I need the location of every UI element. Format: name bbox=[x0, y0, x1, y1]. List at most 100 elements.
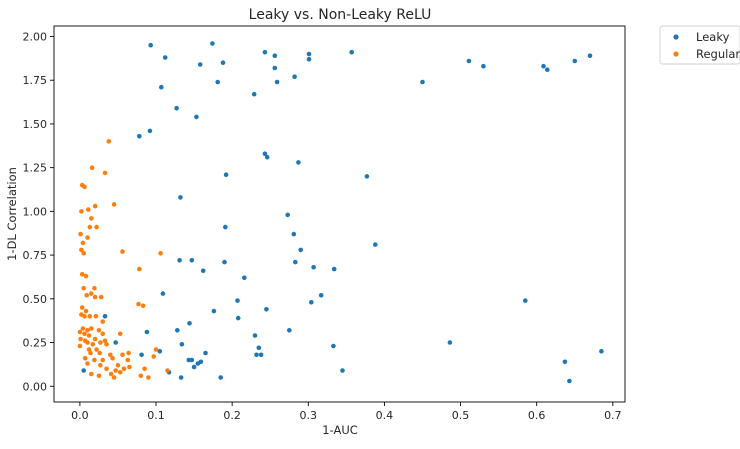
regular-point bbox=[82, 184, 87, 190]
x-tick-label: 0.6 bbox=[528, 409, 546, 422]
leaky-point bbox=[274, 79, 280, 85]
x-tick-label: 0.7 bbox=[604, 409, 622, 422]
leaky-point bbox=[331, 266, 337, 272]
regular-point bbox=[96, 328, 102, 333]
regular-point bbox=[86, 207, 91, 212]
leaky-point bbox=[137, 133, 142, 139]
leaky-point bbox=[179, 342, 185, 347]
regular-point bbox=[117, 331, 123, 337]
leaky-point bbox=[562, 359, 568, 365]
leaky-point bbox=[251, 91, 257, 97]
leaky-point bbox=[187, 321, 192, 326]
leaky-point bbox=[287, 328, 292, 333]
y-tick-label: 1.75 bbox=[23, 74, 48, 87]
leaky-point bbox=[189, 357, 195, 363]
legend-marker-regular bbox=[673, 51, 679, 57]
x-tick-label: 0.3 bbox=[300, 409, 318, 422]
legend-box bbox=[659, 25, 740, 65]
leaky-point bbox=[144, 329, 150, 335]
leaky-point bbox=[481, 63, 486, 69]
leaky-point bbox=[242, 275, 247, 281]
regular-point bbox=[104, 342, 109, 347]
leaky-point bbox=[258, 352, 264, 358]
y-tick-label: 2.00 bbox=[23, 30, 48, 43]
leaky-point bbox=[447, 340, 453, 345]
leaky-point bbox=[311, 265, 316, 270]
leaky-point bbox=[222, 259, 227, 265]
y-axis-label: 1-DL Correlation bbox=[5, 167, 19, 261]
leaky-point bbox=[373, 242, 378, 247]
leaky-point bbox=[262, 49, 268, 55]
leaky-point bbox=[197, 62, 203, 67]
leaky-point bbox=[194, 114, 199, 120]
regular-point bbox=[108, 371, 114, 377]
regular-point bbox=[151, 354, 156, 359]
leaky-point bbox=[203, 350, 208, 356]
regular-point bbox=[140, 303, 146, 309]
regular-point bbox=[117, 370, 123, 375]
leaky-point bbox=[211, 308, 217, 314]
leaky-point bbox=[148, 42, 153, 48]
regular-point bbox=[83, 273, 89, 279]
regular-point bbox=[98, 363, 103, 368]
regular-point bbox=[111, 202, 117, 207]
leaky-point bbox=[174, 105, 179, 111]
y-tick-label: 1.00 bbox=[23, 205, 48, 218]
leaky-point bbox=[113, 340, 118, 345]
regular-point bbox=[102, 170, 108, 176]
y-axis: 0.00 0.25 0.50 0.75 1.00 1.25 1.50 1.75 2.00 bbox=[23, 30, 54, 393]
regular-point bbox=[127, 364, 132, 370]
leaky-point bbox=[262, 151, 268, 156]
regular-point bbox=[89, 371, 94, 377]
leaky-point bbox=[159, 84, 164, 90]
regular-point bbox=[98, 294, 104, 300]
regular-point bbox=[146, 375, 151, 380]
regular-point bbox=[87, 224, 93, 230]
x-axis-label: 1-AUC bbox=[322, 423, 358, 437]
leaky-point bbox=[545, 67, 550, 72]
leaky-point bbox=[178, 375, 184, 380]
regular-point bbox=[142, 366, 147, 372]
leaky-point bbox=[215, 79, 220, 85]
regular-point bbox=[121, 366, 127, 372]
regular-point bbox=[92, 286, 97, 291]
regular-point bbox=[120, 352, 125, 358]
leaky-point bbox=[177, 258, 182, 263]
leaky-point bbox=[318, 293, 324, 298]
leaky-point bbox=[340, 368, 345, 373]
regular-point bbox=[94, 224, 99, 230]
regular-point bbox=[89, 165, 95, 170]
leaky-point bbox=[541, 63, 546, 69]
regular-point bbox=[85, 235, 90, 240]
leaky-point bbox=[587, 53, 593, 58]
regular-point bbox=[111, 375, 117, 380]
legend: Leaky Regular bbox=[659, 25, 740, 65]
y-tick-label: 0.00 bbox=[23, 380, 48, 393]
leaky-point bbox=[162, 55, 168, 60]
regular-point bbox=[113, 368, 118, 373]
x-tick-label: 0.5 bbox=[452, 409, 470, 422]
regular-point bbox=[137, 266, 142, 272]
regular-point bbox=[85, 328, 90, 333]
regular-point bbox=[97, 350, 102, 356]
leaky-point bbox=[175, 328, 180, 333]
regular-point bbox=[79, 209, 84, 214]
leaky-point bbox=[306, 51, 312, 57]
regular-point bbox=[82, 331, 87, 337]
leaky-point bbox=[195, 361, 201, 366]
regular-point bbox=[120, 249, 125, 254]
regular-point bbox=[115, 363, 121, 368]
regular-point bbox=[79, 272, 85, 277]
regular-point bbox=[92, 357, 97, 363]
leaky-point bbox=[272, 53, 278, 58]
leaky-point bbox=[272, 65, 278, 71]
regular-point bbox=[158, 251, 163, 256]
leaky-point bbox=[567, 378, 572, 384]
leaky-point bbox=[291, 231, 297, 237]
regular-point bbox=[126, 350, 131, 356]
leaky-point bbox=[599, 349, 604, 354]
regular-point bbox=[90, 342, 96, 347]
regular-point bbox=[79, 247, 84, 253]
regular-point bbox=[102, 338, 108, 344]
